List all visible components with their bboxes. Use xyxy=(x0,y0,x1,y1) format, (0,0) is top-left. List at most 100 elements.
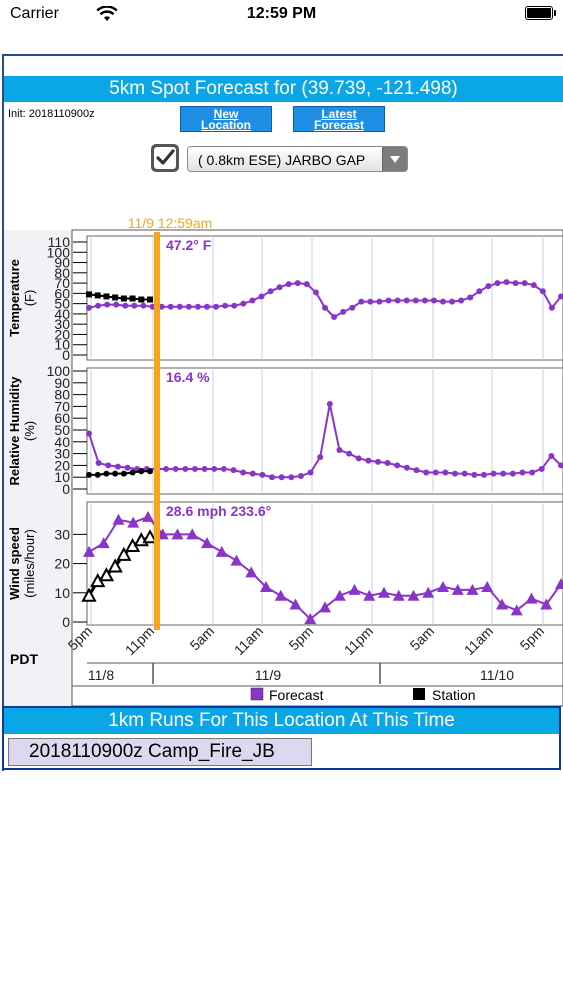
station-point xyxy=(138,296,145,303)
forecast-point xyxy=(259,471,266,478)
forecast-point xyxy=(97,537,110,549)
forecast-point xyxy=(127,516,140,528)
station-point xyxy=(147,296,153,303)
forecast-point xyxy=(510,604,523,616)
forecast-point xyxy=(95,302,102,309)
new-location-line2: Location xyxy=(201,118,251,132)
forecast-point xyxy=(304,613,317,625)
forecast-point xyxy=(509,470,516,477)
forecast-point xyxy=(112,513,125,525)
forecast-point xyxy=(105,462,112,469)
forecast-point xyxy=(86,430,92,437)
forecast-point xyxy=(403,297,410,304)
forecast-point xyxy=(494,280,501,287)
y-tick-label: 30 xyxy=(54,316,70,332)
y-tick-label: 20 xyxy=(54,457,70,473)
station-point xyxy=(107,558,123,573)
forecast-point xyxy=(260,580,272,592)
forecast-point xyxy=(355,455,362,462)
forecast-point xyxy=(539,288,546,295)
forecast-point xyxy=(171,528,184,540)
now-label: 11/9 12:59am xyxy=(128,215,213,231)
forecast-point xyxy=(519,469,526,476)
forecast-point xyxy=(437,580,449,592)
latest-forecast-button[interactable]: Latest Forecast xyxy=(293,106,385,132)
forecast-point xyxy=(503,279,510,286)
forecast-point xyxy=(211,465,218,472)
y-tick-label: 0 xyxy=(62,481,70,497)
forecast-point xyxy=(394,462,401,469)
y-tick-label: 20 xyxy=(54,326,70,342)
forecast-point xyxy=(213,303,220,310)
station-point xyxy=(94,292,101,299)
forecast-point xyxy=(490,470,497,477)
forecast-point xyxy=(376,298,383,305)
station-point xyxy=(142,529,158,544)
forecast-point xyxy=(348,583,361,595)
location-select[interactable]: ( 0.8km ESE) JARBO GAP xyxy=(187,146,408,172)
forecast-point xyxy=(176,303,183,310)
runs-title: 1km Runs For This Location At This Time xyxy=(4,708,559,734)
y-tick-label: 80 xyxy=(54,387,70,403)
forecast-point xyxy=(430,297,437,304)
station-point xyxy=(98,567,115,582)
forecast-point xyxy=(113,301,120,308)
station-point xyxy=(120,470,127,477)
forecast-point xyxy=(529,469,536,476)
legend-forecast-swatch xyxy=(250,687,264,701)
pdt-label: PDT xyxy=(10,651,38,667)
y-axis-unit: (F) xyxy=(22,290,37,307)
forecast-point xyxy=(317,454,324,461)
run-link[interactable]: 2018110900z Camp_Fire_JB xyxy=(8,738,312,766)
forecast-point xyxy=(267,288,274,295)
y-tick-label: 60 xyxy=(54,410,70,426)
forecast-point xyxy=(285,281,292,288)
station-point xyxy=(94,471,101,478)
y-tick-label: 110 xyxy=(48,234,71,250)
y-tick-label: 10 xyxy=(54,469,70,485)
forecast-point xyxy=(249,470,256,477)
forecast-point xyxy=(480,471,487,478)
station-point xyxy=(129,469,136,476)
forecast-point xyxy=(269,474,276,481)
forecast-point xyxy=(432,469,439,476)
forecast-point xyxy=(124,464,131,471)
forecast-point xyxy=(104,301,111,308)
forecast-point xyxy=(423,469,430,476)
forecast-point xyxy=(485,283,492,290)
forecast-point xyxy=(358,298,365,305)
forecast-point xyxy=(194,303,201,310)
location-checkbox[interactable] xyxy=(151,144,179,172)
forecast-point xyxy=(392,589,405,601)
forecast-point xyxy=(172,465,179,472)
forecast-point xyxy=(407,589,420,601)
forecast-point xyxy=(204,303,210,310)
forecast-point xyxy=(385,297,392,304)
readout-value: 47.2° F xyxy=(166,237,212,253)
day-label: 11/9 xyxy=(255,667,281,683)
forecast-point xyxy=(467,294,474,301)
forecast-point xyxy=(231,302,238,309)
y-tick-label: 20 xyxy=(54,556,70,572)
forecast-point xyxy=(538,465,545,472)
forecast-point xyxy=(312,289,319,296)
new-location-button[interactable]: New Location xyxy=(180,106,272,132)
forecast-point xyxy=(201,465,208,472)
y-tick-label: 70 xyxy=(54,398,70,414)
forecast-point xyxy=(215,545,228,557)
forecast-point xyxy=(403,464,410,471)
forecast-point xyxy=(322,304,328,311)
forecast-point xyxy=(185,303,192,310)
day-label: 11/10 xyxy=(480,667,514,683)
forecast-point xyxy=(442,469,449,476)
forecast-point xyxy=(245,566,258,578)
forecast-point xyxy=(131,302,138,309)
forecast-point xyxy=(521,280,528,287)
forecast-point xyxy=(220,465,227,472)
forecast-point xyxy=(163,465,170,472)
new-location-line1: New xyxy=(213,107,239,121)
forecast-point xyxy=(525,592,538,604)
y-axis-unit: (miles/hour) xyxy=(22,529,37,598)
legend-forecast-label: Forecast xyxy=(269,687,324,703)
